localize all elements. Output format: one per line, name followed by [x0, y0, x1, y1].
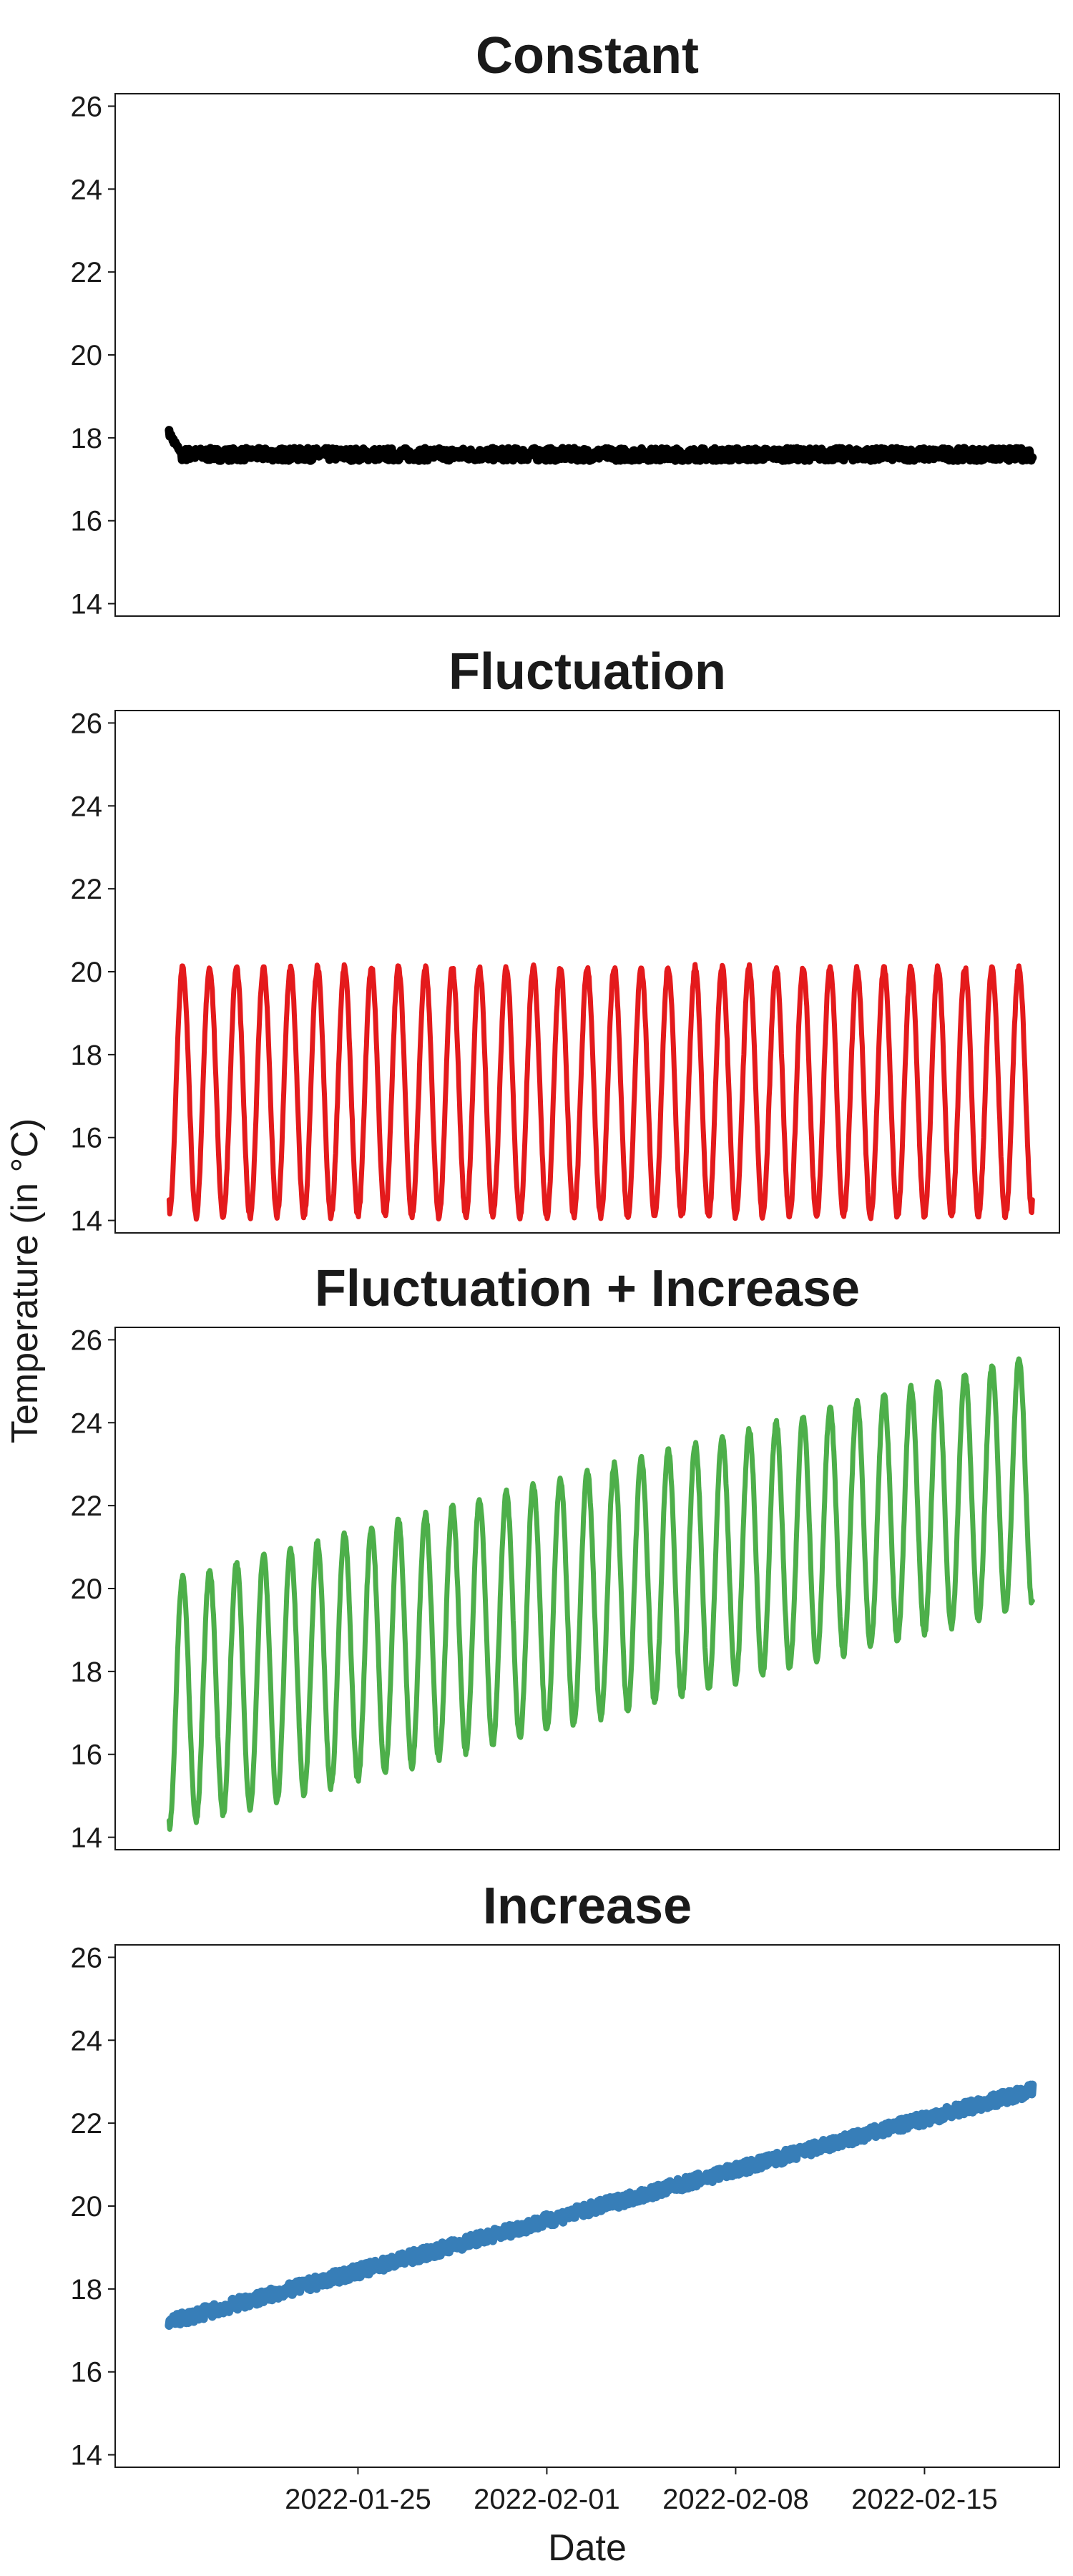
y-tick-label: 24: [71, 1407, 103, 1439]
y-tick-label: 22: [71, 2108, 103, 2140]
series-line: [165, 426, 1037, 465]
y-tick-label: 20: [71, 340, 103, 371]
y-tick-label: 26: [71, 708, 103, 739]
y-tick-label: 22: [71, 874, 103, 905]
y-tick-label: 26: [71, 91, 103, 122]
panel-title: Constant: [476, 27, 699, 84]
y-tick-label: 18: [71, 423, 103, 454]
y-ticks-fluctuation-increase: 14 16 18 20 22 24 26: [71, 1324, 115, 1854]
y-tick-label: 24: [71, 174, 103, 205]
y-tick-label: 24: [71, 2025, 103, 2057]
series-line: [165, 2080, 1037, 2330]
y-tick-label: 14: [71, 1823, 103, 1854]
y-tick-label: 14: [71, 2440, 103, 2472]
x-tick-label: 2022-02-08: [662, 2484, 809, 2515]
plot-layer-fluctuation-increase: [166, 1356, 1035, 1832]
series-line: [166, 962, 1035, 1222]
panel-title: Fluctuation: [449, 643, 726, 701]
panel-title: Increase: [483, 1878, 692, 1935]
y-tick-label: 18: [71, 1040, 103, 1071]
y-ticks-increase: 14 16 18 20 22 24 26: [71, 1942, 115, 2472]
plot-layer-constant: [165, 426, 1037, 465]
y-ticks-fluctuation: 14 16 18 20 22 24 26: [71, 708, 115, 1237]
y-tick-label: 20: [71, 957, 103, 988]
y-axis-label: Temperature (in °C): [4, 1118, 46, 1443]
y-tick-label: 24: [71, 791, 103, 822]
y-tick-label: 22: [71, 257, 103, 288]
plot-layer-fluctuation: [166, 962, 1035, 1222]
plot-layer-increase: [165, 2080, 1037, 2330]
y-tick-label: 26: [71, 1942, 103, 1974]
y-tick-label: 16: [71, 1123, 103, 1154]
panel-title: Fluctuation + Increase: [315, 1260, 860, 1317]
y-tick-label: 16: [71, 2357, 103, 2389]
y-tick-label: 16: [71, 506, 103, 537]
x-tick-label: 2022-02-01: [474, 2484, 620, 2515]
y-tick-label: 18: [71, 2274, 103, 2306]
panel-fluctuation: Fluctuation 14 16 18 20 22 24 26: [71, 643, 1060, 1237]
x-tick-label: 2022-02-15: [851, 2484, 998, 2515]
panel-fluctuation-increase: Fluctuation + Increase 14 16 18 20 22 24 26: [71, 1260, 1060, 1854]
series-line: [166, 1356, 1035, 1832]
panel-constant: Constant 14 16 18 20 22 24 26: [71, 27, 1060, 620]
y-tick-label: 16: [71, 1740, 103, 1771]
y-tick-label: 14: [71, 1206, 103, 1237]
y-tick-label: 20: [71, 1574, 103, 1605]
x-axis-label: Date: [548, 2527, 627, 2569]
y-ticks-constant: 14 16 18 20 22 24 26: [71, 91, 115, 620]
x-ticks: 2022-01-25 2022-02-01 2022-02-08 2022-02-15: [285, 2467, 998, 2515]
y-tick-label: 14: [71, 589, 103, 620]
y-tick-label: 20: [71, 2191, 103, 2223]
y-tick-label: 22: [71, 1491, 103, 1522]
y-tick-label: 18: [71, 1657, 103, 1688]
x-tick-label: 2022-01-25: [285, 2484, 431, 2515]
y-tick-label: 26: [71, 1324, 103, 1356]
